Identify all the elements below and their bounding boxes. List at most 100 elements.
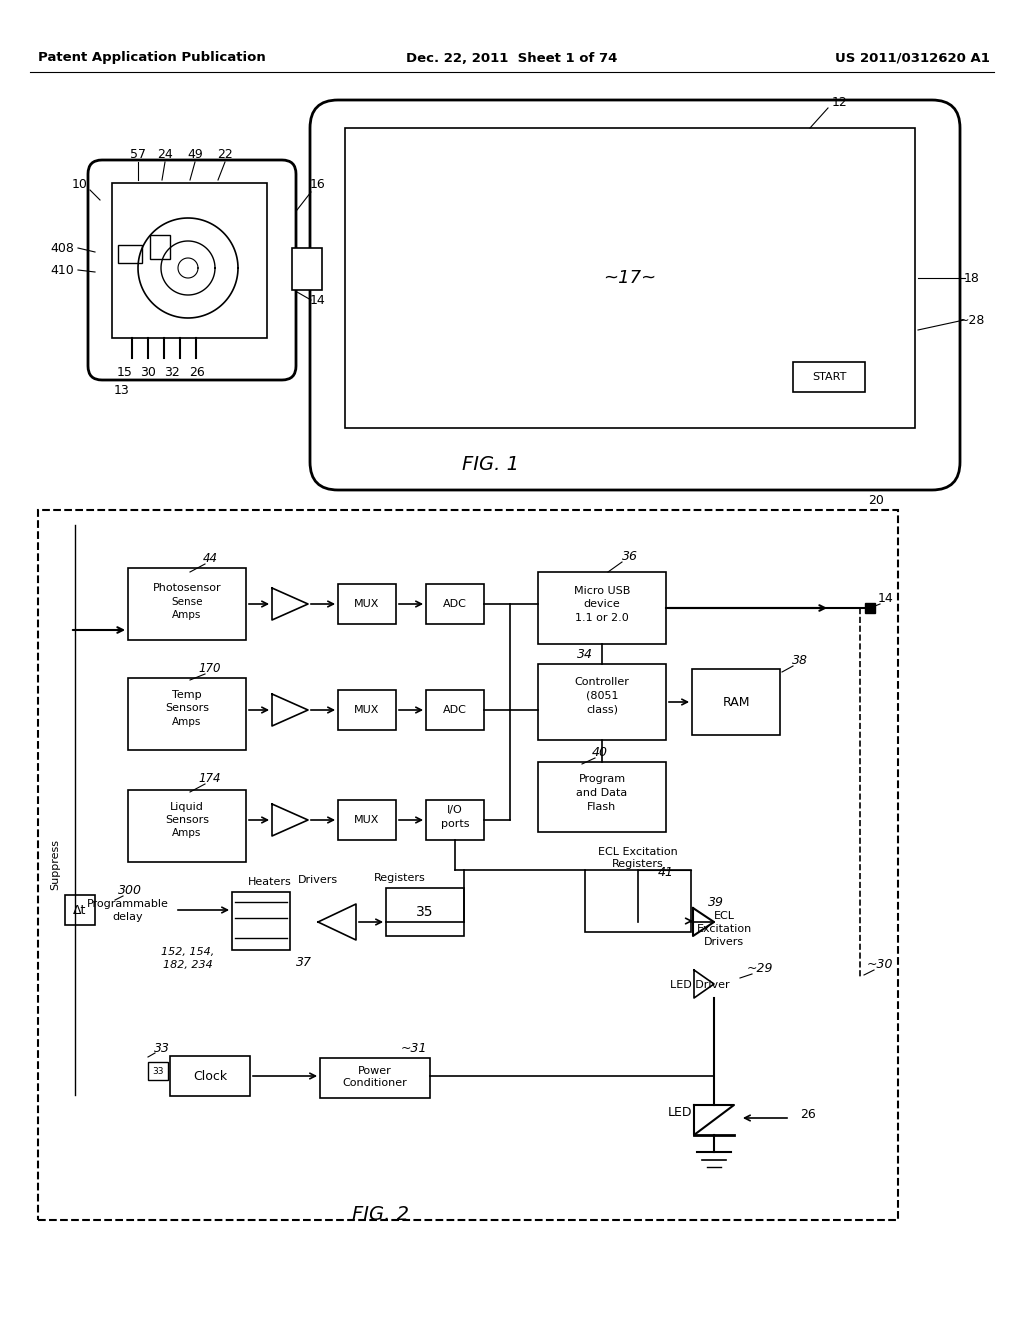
- Text: ~29: ~29: [746, 961, 773, 974]
- Text: Temp: Temp: [172, 690, 202, 700]
- Bar: [426, 583, 484, 624]
- Text: 22: 22: [217, 149, 232, 161]
- Polygon shape: [272, 804, 308, 836]
- Text: Δt: Δt: [74, 903, 87, 916]
- Text: ports: ports: [440, 818, 469, 829]
- Text: 10: 10: [72, 178, 88, 191]
- Text: 33: 33: [154, 1041, 170, 1055]
- Text: 26: 26: [800, 1109, 816, 1122]
- Bar: [65, 895, 95, 925]
- Text: MUX: MUX: [354, 705, 380, 715]
- Text: Heaters: Heaters: [248, 876, 292, 887]
- Text: Power: Power: [358, 1067, 392, 1076]
- Text: 40: 40: [592, 746, 608, 759]
- Text: Liquid: Liquid: [170, 803, 204, 812]
- Bar: [426, 690, 484, 730]
- Bar: [319, 1059, 430, 1098]
- Text: 44: 44: [203, 552, 217, 565]
- Polygon shape: [318, 904, 356, 940]
- Text: 410: 410: [50, 264, 74, 276]
- Text: 57: 57: [130, 149, 146, 161]
- Text: Sense: Sense: [171, 597, 203, 607]
- Text: 13: 13: [114, 384, 130, 396]
- Text: START: START: [812, 372, 846, 381]
- Polygon shape: [694, 970, 714, 998]
- Text: Drivers: Drivers: [703, 937, 744, 946]
- Text: Amps: Amps: [172, 828, 202, 838]
- Text: 1.1 or 2.0: 1.1 or 2.0: [575, 612, 629, 623]
- FancyBboxPatch shape: [88, 160, 296, 380]
- Text: ~30: ~30: [866, 957, 893, 970]
- Bar: [585, 870, 691, 932]
- Text: device: device: [584, 599, 621, 609]
- Text: (8051: (8051: [586, 690, 618, 701]
- Text: Controller: Controller: [574, 677, 630, 686]
- Text: 170: 170: [199, 661, 221, 675]
- Text: Registers: Registers: [612, 859, 664, 869]
- Bar: [426, 800, 484, 840]
- Text: ECL: ECL: [714, 911, 734, 921]
- Text: 30: 30: [140, 366, 156, 379]
- Text: FIG. 2: FIG. 2: [351, 1205, 409, 1225]
- Text: 49: 49: [187, 149, 203, 161]
- Text: RAM: RAM: [722, 696, 750, 709]
- Text: delay: delay: [113, 912, 143, 921]
- Text: MUX: MUX: [354, 814, 380, 825]
- Bar: [538, 762, 666, 832]
- Text: Suppress: Suppress: [50, 840, 60, 891]
- FancyBboxPatch shape: [310, 100, 961, 490]
- Text: class): class): [586, 705, 618, 715]
- Text: 39: 39: [708, 895, 724, 908]
- Text: ~31: ~31: [400, 1041, 427, 1055]
- Text: 18: 18: [964, 272, 980, 285]
- Text: 20: 20: [868, 494, 884, 507]
- Text: 300: 300: [118, 883, 142, 896]
- Text: ~17~: ~17~: [603, 269, 656, 286]
- Text: Program: Program: [579, 774, 626, 784]
- Bar: [538, 572, 666, 644]
- Text: Patent Application Publication: Patent Application Publication: [38, 51, 266, 65]
- Text: Amps: Amps: [172, 610, 202, 620]
- Text: 33: 33: [153, 1067, 164, 1076]
- Bar: [118, 246, 142, 263]
- Text: Excitation: Excitation: [696, 924, 752, 935]
- Text: 174: 174: [199, 771, 221, 784]
- Text: Micro USB: Micro USB: [573, 586, 630, 597]
- Text: Sensors: Sensors: [165, 704, 209, 713]
- Bar: [292, 248, 322, 290]
- Bar: [232, 892, 290, 950]
- Text: FIG. 1: FIG. 1: [462, 455, 518, 474]
- Text: US 2011/0312620 A1: US 2011/0312620 A1: [836, 51, 990, 65]
- Bar: [386, 888, 464, 936]
- Text: ADC: ADC: [443, 705, 467, 715]
- Bar: [793, 362, 865, 392]
- Bar: [345, 128, 915, 428]
- Text: LED: LED: [668, 1106, 692, 1119]
- Text: 14: 14: [310, 293, 326, 306]
- Text: 35: 35: [416, 906, 434, 919]
- Polygon shape: [272, 694, 308, 726]
- Bar: [148, 1063, 168, 1080]
- Text: 408: 408: [50, 242, 74, 255]
- Polygon shape: [694, 1105, 734, 1135]
- Bar: [128, 789, 246, 862]
- Text: 36: 36: [622, 549, 638, 562]
- Bar: [170, 1056, 250, 1096]
- Bar: [112, 183, 267, 338]
- Text: LED Driver: LED Driver: [670, 979, 730, 990]
- Text: and Data: and Data: [577, 788, 628, 799]
- Text: I/O: I/O: [447, 805, 463, 814]
- Text: Dec. 22, 2011  Sheet 1 of 74: Dec. 22, 2011 Sheet 1 of 74: [407, 51, 617, 65]
- Text: 12: 12: [833, 96, 848, 110]
- Text: 14: 14: [879, 591, 894, 605]
- Text: ~28: ~28: [958, 314, 985, 326]
- Bar: [692, 669, 780, 735]
- Polygon shape: [272, 587, 308, 620]
- Text: 182, 234: 182, 234: [163, 960, 213, 970]
- Bar: [538, 664, 666, 741]
- Text: MUX: MUX: [354, 599, 380, 609]
- Text: Amps: Amps: [172, 717, 202, 727]
- Text: ADC: ADC: [443, 599, 467, 609]
- Text: Sensors: Sensors: [165, 814, 209, 825]
- Text: 24: 24: [157, 149, 173, 161]
